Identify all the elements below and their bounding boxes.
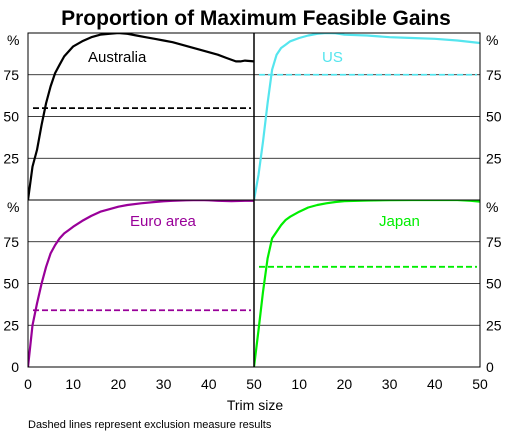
x-tick-40: 40 [201,376,217,392]
x-tick-10: 10 [291,376,307,392]
y-tick-left-75: 75 [3,67,19,83]
panel-label-japan: Japan [379,213,420,230]
y-tick-right-0: 0 [486,359,494,375]
y-tick-right-50: 50 [486,109,502,125]
x-tick-0: 0 [24,376,32,392]
x-tick-40: 40 [427,376,443,392]
y-tick-right-75: 75 [486,234,502,250]
panel-label-us: US [322,49,343,66]
x-axis-label: Trim size [227,397,283,413]
unit-label-left: % [7,32,19,48]
y-tick-left-25: 25 [3,150,19,166]
x-tick-20: 20 [337,376,353,392]
x-tick-30: 30 [156,376,172,392]
y-tick-right-25: 25 [486,317,502,333]
x-tick-50: 50 [472,376,488,392]
y-tick-left-75: 75 [3,234,19,250]
unit-label-right: % [486,199,498,215]
x-tick-30: 30 [382,376,398,392]
y-tick-right-50: 50 [486,276,502,292]
panel-label-euro-area: Euro area [130,213,197,230]
series-line-us [254,33,480,200]
footnote: Dashed lines represent exclusion measure… [28,419,272,431]
unit-label-left: % [7,199,19,215]
y-tick-left-50: 50 [3,276,19,292]
series-line-japan [254,200,480,367]
chart-title: Proportion of Maximum Feasible Gains [61,7,451,30]
x-tick-10: 10 [65,376,81,392]
y-tick-left-0: 0 [11,359,19,375]
y-tick-left-25: 25 [3,317,19,333]
y-tick-right-75: 75 [486,67,502,83]
x-tick-20: 20 [111,376,127,392]
x-tick-50: 50 [246,376,262,392]
panel-labels: Australia US Euro area Japan [88,49,420,230]
panel-label-australia: Australia [88,49,147,66]
exclusion-dashed-lines [33,73,477,312]
panel-frames [27,32,481,368]
unit-label-right: % [486,32,498,48]
y-tick-left-50: 50 [3,109,19,125]
y-tick-right-25: 25 [486,150,502,166]
